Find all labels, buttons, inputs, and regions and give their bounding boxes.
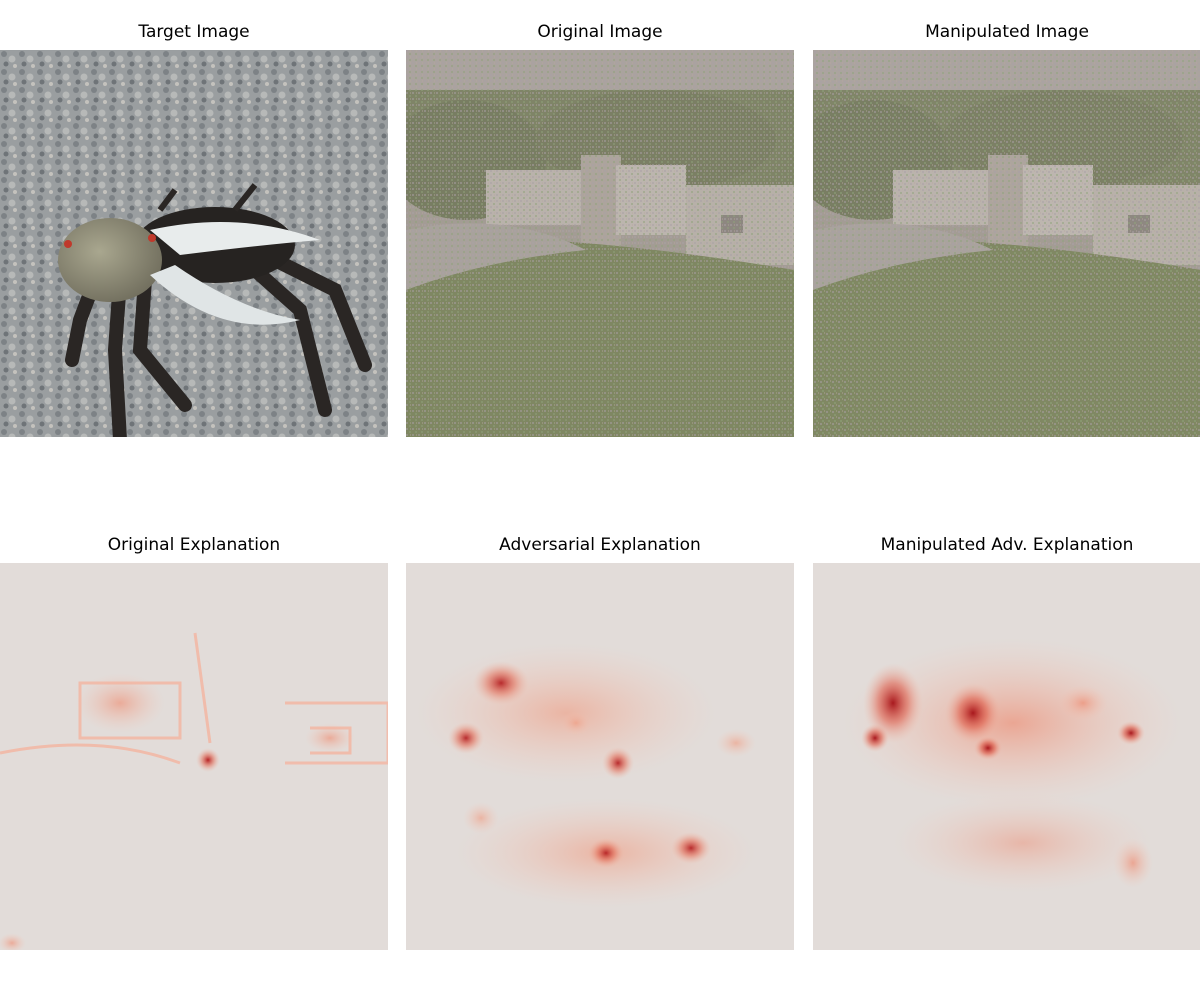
panel-title: Original Explanation [107,535,281,555]
original-image-cottage [406,50,794,437]
manipulated-adv-explanation-heatmap [813,563,1200,950]
original-explanation-heatmap [0,563,388,950]
panel-title: Manipulated Adv. Explanation [880,535,1134,555]
panel-title: Adversarial Explanation [499,535,701,555]
manipulated-image-cottage [813,50,1200,437]
panel-title: Target Image [138,22,250,42]
target-image-crab [0,50,388,437]
panel-title: Manipulated Image [925,22,1089,42]
panel-title: Original Image [537,22,663,42]
adversarial-explanation-heatmap [406,563,794,950]
